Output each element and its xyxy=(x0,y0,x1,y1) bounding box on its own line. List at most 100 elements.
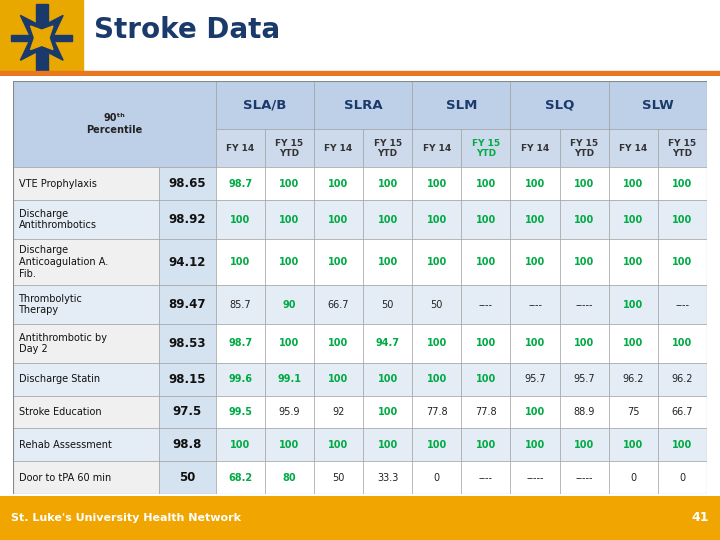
Text: Thrombolytic
Therapy: Thrombolytic Therapy xyxy=(19,294,82,315)
Text: Door to tPA 60 min: Door to tPA 60 min xyxy=(19,472,111,483)
Bar xyxy=(658,167,707,200)
Text: 98.53: 98.53 xyxy=(168,337,206,350)
Text: 100: 100 xyxy=(279,179,300,189)
Bar xyxy=(363,285,412,324)
Bar xyxy=(363,428,412,461)
Text: 0: 0 xyxy=(433,472,440,483)
Text: 100: 100 xyxy=(377,407,397,417)
Bar xyxy=(412,324,462,363)
Bar xyxy=(215,363,265,396)
Text: 100: 100 xyxy=(279,214,300,225)
Bar xyxy=(608,396,658,428)
Bar xyxy=(363,363,412,396)
Bar xyxy=(658,130,707,167)
Text: 100: 100 xyxy=(624,440,644,450)
Bar xyxy=(215,130,265,167)
Text: 100: 100 xyxy=(672,214,693,225)
Text: 99.5: 99.5 xyxy=(228,407,252,417)
Bar xyxy=(215,167,265,200)
Text: Stroke Education: Stroke Education xyxy=(19,407,101,417)
Text: Discharge
Anticoagulation A.
Fib.: Discharge Anticoagulation A. Fib. xyxy=(19,246,108,279)
Text: 94.12: 94.12 xyxy=(168,255,206,268)
Text: 100: 100 xyxy=(230,214,251,225)
Text: 100: 100 xyxy=(377,374,397,384)
Text: 100: 100 xyxy=(476,179,496,189)
Bar xyxy=(608,239,658,285)
Bar xyxy=(314,167,363,200)
Text: 100: 100 xyxy=(328,374,348,384)
Bar xyxy=(158,324,215,363)
Text: 100: 100 xyxy=(574,339,594,348)
Text: 50: 50 xyxy=(179,471,195,484)
Text: 98.7: 98.7 xyxy=(228,339,252,348)
Bar xyxy=(363,239,412,285)
Text: 100: 100 xyxy=(328,440,348,450)
Bar xyxy=(0,0,83,76)
Text: FY 14: FY 14 xyxy=(619,144,647,153)
Bar xyxy=(215,461,265,494)
Text: FY 14: FY 14 xyxy=(423,144,451,153)
Polygon shape xyxy=(36,4,48,72)
Bar xyxy=(608,81,707,130)
Bar xyxy=(158,428,215,461)
Bar xyxy=(412,285,462,324)
Text: 98.65: 98.65 xyxy=(168,177,206,190)
Bar xyxy=(462,167,510,200)
Bar xyxy=(412,396,462,428)
Text: 100: 100 xyxy=(377,214,397,225)
Text: 100: 100 xyxy=(525,339,545,348)
Text: ----: ---- xyxy=(528,300,542,309)
Bar xyxy=(658,428,707,461)
Bar xyxy=(158,285,215,324)
Bar xyxy=(215,396,265,428)
Text: 100: 100 xyxy=(672,179,693,189)
Bar xyxy=(363,200,412,239)
Bar xyxy=(608,130,658,167)
Text: 100: 100 xyxy=(427,179,447,189)
Bar xyxy=(658,396,707,428)
Bar xyxy=(510,285,559,324)
Bar xyxy=(559,428,608,461)
Text: Rehab Assessment: Rehab Assessment xyxy=(19,440,112,450)
Bar xyxy=(363,167,412,200)
Bar xyxy=(314,130,363,167)
Bar xyxy=(510,81,608,130)
Bar xyxy=(265,396,314,428)
Text: VTE Prophylaxis: VTE Prophylaxis xyxy=(19,179,96,189)
Bar xyxy=(314,81,412,130)
Text: 100: 100 xyxy=(427,440,447,450)
Bar xyxy=(658,363,707,396)
Text: FY 14: FY 14 xyxy=(521,144,549,153)
Bar xyxy=(559,239,608,285)
Bar xyxy=(510,239,559,285)
Bar xyxy=(13,285,158,324)
Bar xyxy=(265,200,314,239)
Text: 100: 100 xyxy=(525,214,545,225)
Bar xyxy=(462,428,510,461)
Text: 100: 100 xyxy=(624,300,644,309)
Bar xyxy=(608,200,658,239)
Bar xyxy=(608,285,658,324)
Text: 33.3: 33.3 xyxy=(377,472,398,483)
Text: 100: 100 xyxy=(427,214,447,225)
Bar xyxy=(314,324,363,363)
Bar xyxy=(658,324,707,363)
Text: 50: 50 xyxy=(431,300,443,309)
Text: 98.92: 98.92 xyxy=(168,213,206,226)
Bar xyxy=(510,428,559,461)
Text: 77.8: 77.8 xyxy=(475,407,497,417)
Text: 90: 90 xyxy=(282,300,296,309)
Text: 92: 92 xyxy=(333,407,345,417)
Text: St. Luke's University Health Network: St. Luke's University Health Network xyxy=(11,513,240,523)
Text: SLQ: SLQ xyxy=(545,99,575,112)
Bar xyxy=(412,363,462,396)
Bar xyxy=(363,461,412,494)
Text: 77.8: 77.8 xyxy=(426,407,448,417)
Bar xyxy=(658,239,707,285)
Text: 95.7: 95.7 xyxy=(524,374,546,384)
Bar xyxy=(314,200,363,239)
Text: 95.7: 95.7 xyxy=(573,374,595,384)
Text: 100: 100 xyxy=(476,440,496,450)
Text: 100: 100 xyxy=(624,257,644,267)
Text: 100: 100 xyxy=(279,440,300,450)
